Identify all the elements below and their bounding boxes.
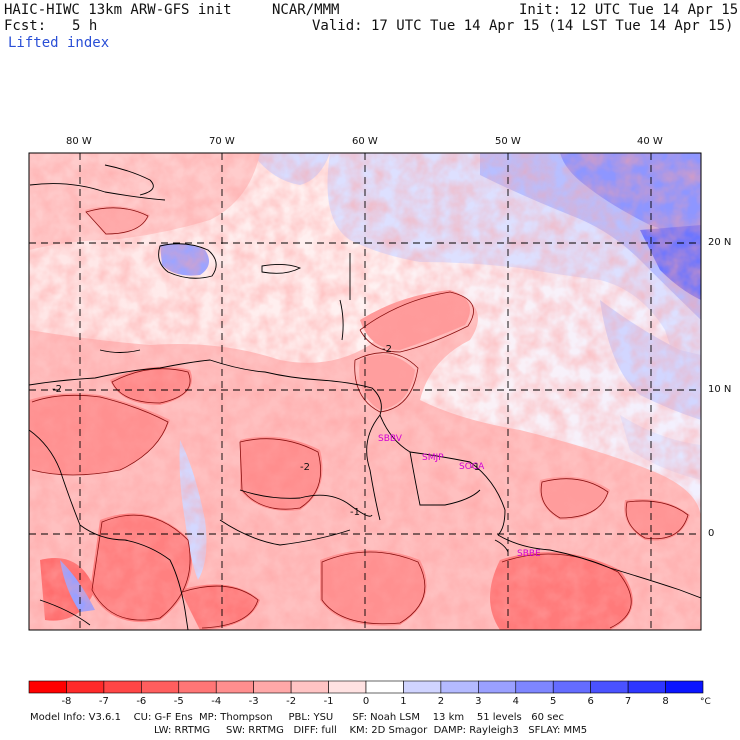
colorbar-swatch [141, 680, 180, 694]
model-title: HAIC-HIWC 13km ARW-GFS init [4, 2, 232, 18]
colorbar-swatch [178, 680, 217, 694]
coastlines [29, 164, 701, 630]
colorbar-swatch [328, 680, 367, 694]
organization: NCAR/MMM [272, 2, 340, 18]
colorbar-swatch [627, 680, 666, 694]
colorbar-tick-label: -2 [286, 696, 296, 707]
station-sbbe: SBBE [517, 549, 541, 559]
lon-label-80w: 80 W [66, 136, 92, 147]
colorbar-swatch [515, 680, 554, 694]
lat-label-10n: 10 N [708, 384, 732, 395]
colorbar-tick-label: 7 [625, 696, 631, 707]
map-frame [28, 152, 702, 631]
contour-label: -2 [382, 344, 392, 355]
lat-label-0: 0 [708, 528, 715, 539]
colorbar-unit: °C [700, 697, 711, 707]
station-sbbv: SBBV [378, 434, 403, 444]
colorbar-swatch [66, 680, 105, 694]
hispaniola-coast [158, 243, 217, 279]
colorbar-swatch [253, 680, 292, 694]
colorbar-tick-label: 4 [513, 696, 519, 707]
colorbar-tick-label: -7 [99, 696, 109, 707]
colorbar-tick-label: -8 [61, 696, 71, 707]
lat-lon-grid [29, 153, 701, 630]
colorbar-tick-label: -4 [211, 696, 221, 707]
contour-label: -2 [52, 384, 62, 395]
model-info-line2: LW: RRTMG SW: RRTMG DIFF: full KM: 2D Sm… [154, 725, 588, 736]
colorbar-tick-label: 2 [438, 696, 444, 707]
colorbar-swatch [403, 680, 442, 694]
colorbar-tick-label: 1 [400, 696, 406, 707]
lat-label-20n: 20 N [708, 237, 732, 248]
colorbar-tick-label: 3 [475, 696, 481, 707]
lon-label-50w: 50 W [495, 136, 521, 147]
colorbar-swatch [478, 680, 517, 694]
colorbar-swatch [665, 680, 704, 694]
contour-label: -2 [300, 462, 310, 473]
valid-time: Valid: 17 UTC Tue 14 Apr 15 (14 LST Tue … [312, 18, 734, 34]
colorbar-swatch [215, 680, 254, 694]
lon-label-70w: 70 W [209, 136, 235, 147]
colorbar-tick-label: 5 [550, 696, 556, 707]
colorbar-swatch [103, 680, 142, 694]
lon-label-60w: 60 W [352, 136, 378, 147]
contour-lines [31, 207, 689, 629]
forecast-hour: 5 h [72, 18, 98, 34]
init-time: Init: 12 UTC Tue 14 Apr 15 [519, 2, 739, 18]
contour-label: -1 [350, 507, 360, 518]
contour-label: -1 [470, 462, 480, 473]
station-soca: SOCA [459, 462, 485, 472]
colorbar-swatch [28, 680, 67, 694]
lon-label-40w: 40 W [637, 136, 663, 147]
colorbar-tick-label: -1 [324, 696, 334, 707]
colorbar-tick-label: 6 [587, 696, 593, 707]
colorbar-swatch [365, 680, 404, 694]
field-name: Lifted index [8, 35, 110, 51]
colorbar-swatch [552, 680, 591, 694]
colorbar-tick-label: 8 [662, 696, 668, 707]
colorbar-swatch [440, 680, 479, 694]
colorbar-swatch [590, 680, 629, 694]
station-smjp: SMJP [422, 453, 444, 463]
colorbar-tick-label: -5 [174, 696, 184, 707]
colorbar-tick-label: 0 [363, 696, 369, 707]
forecast-label: Fcst: [4, 18, 47, 34]
model-info-line1: Model Info: V3.6.1 CU: G-F Ens MP: Thomp… [30, 712, 565, 723]
puerto-rico-coast [261, 263, 302, 274]
colorbar-swatch [290, 680, 329, 694]
colorbar-tick-label: -6 [136, 696, 146, 707]
colorbar-tick-label: -3 [249, 696, 259, 707]
